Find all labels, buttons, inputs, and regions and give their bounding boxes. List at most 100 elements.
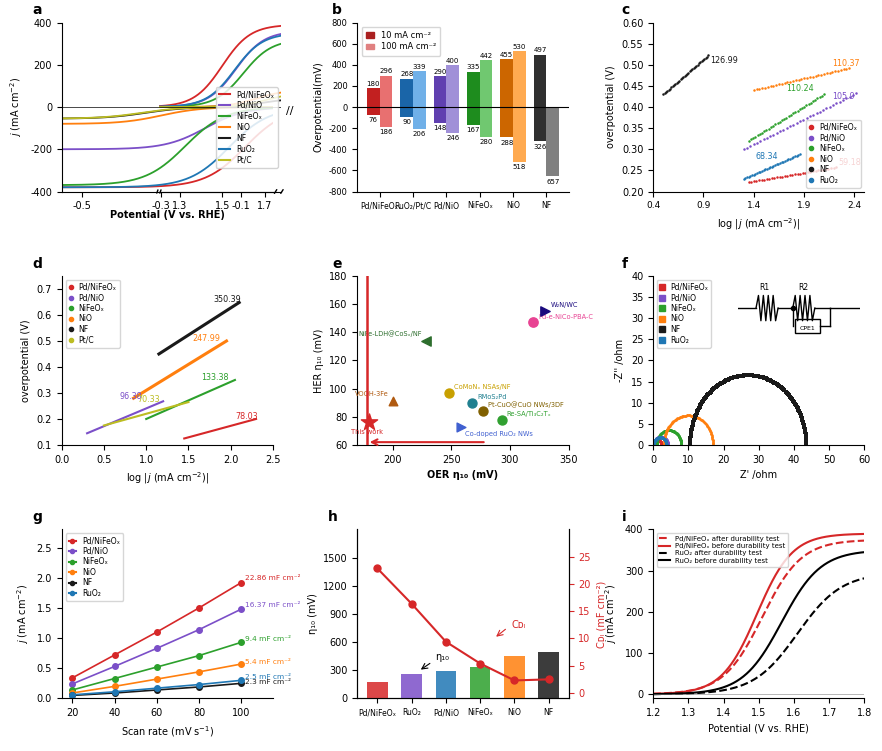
Y-axis label: overpotential (V): overpotential (V) [21,319,31,402]
Text: 90: 90 [402,119,411,125]
Bar [534,55,546,107]
Bar [367,88,380,107]
Text: 335: 335 [467,65,480,71]
Text: g: g [32,510,42,524]
Text: RMoS₂Pd: RMoS₂Pd [477,394,506,400]
Text: 455: 455 [500,52,513,58]
Point [538,305,552,317]
Text: 518: 518 [512,164,526,170]
Text: 70.33: 70.33 [138,395,161,404]
Bar [413,107,426,128]
Text: 247.99: 247.99 [192,334,220,343]
Bar [380,107,392,127]
Text: 497: 497 [534,47,547,53]
Text: c: c [622,3,630,17]
Text: 16.37 mF cm⁻²: 16.37 mF cm⁻² [245,602,301,608]
Text: f: f [622,257,627,270]
Legend: Pd/NiFeOₓ, Pd/NiO, NiFeOₓ, NiO, NF, Pt/C: Pd/NiFeOₓ, Pd/NiO, NiFeOₓ, NiO, NF, Pt/C [65,280,120,348]
Text: W₂N/WC: W₂N/WC [551,303,579,309]
Bar [436,671,456,698]
Text: 167: 167 [467,127,480,133]
Y-axis label: -Z'' /ohm: -Z'' /ohm [616,339,625,382]
Text: 110.37: 110.37 [833,59,860,68]
Point [418,335,432,347]
Text: 78.03: 78.03 [235,412,258,421]
Point [495,414,509,426]
Text: 59.18: 59.18 [838,158,861,167]
Bar [500,107,513,137]
Text: 133.38: 133.38 [201,373,228,382]
Text: 9.4 mF cm⁻²: 9.4 mF cm⁻² [245,636,291,642]
Bar [413,71,426,107]
Text: Cᴅₗ: Cᴅₗ [511,620,526,629]
Text: Potential (V vs. RHE): Potential (V vs. RHE) [110,210,225,220]
Bar [500,59,513,107]
Text: 180: 180 [367,81,380,86]
Bar [434,107,446,122]
Bar [467,71,480,107]
Bar [434,77,446,107]
Y-axis label: $j$ (mA cm$^{-2}$): $j$ (mA cm$^{-2}$) [9,77,25,137]
Text: 442: 442 [480,53,493,59]
Text: 206: 206 [413,131,426,137]
Y-axis label: $j$ (mA cm$^{-2}$): $j$ (mA cm$^{-2}$) [603,584,619,644]
Point [453,421,467,433]
Text: b: b [333,3,342,17]
Point [363,416,377,428]
Bar [505,656,525,698]
Text: CoMoNₓ NSAs/NF: CoMoNₓ NSAs/NF [453,384,510,390]
Text: e: e [333,257,341,270]
Text: 110.24: 110.24 [786,83,813,92]
Text: 105.9: 105.9 [833,92,855,101]
Bar [400,107,413,116]
Bar [367,682,387,698]
Text: Pt-CuO@CuO NWs/3DF: Pt-CuO@CuO NWs/3DF [488,402,564,409]
Text: 350.39: 350.39 [213,295,242,304]
Y-axis label: Overpotential(mV): Overpotential(mV) [313,62,324,152]
Legend: Pd/NiFeOₓ, Pd/NiO, NiFeOₓ, NiO, NF, RuO₂: Pd/NiFeOₓ, Pd/NiO, NiFeOₓ, NiO, NF, RuO₂ [806,120,861,188]
Text: 246: 246 [446,135,460,141]
Text: 288: 288 [500,140,513,146]
Text: 5.4 mF cm⁻²: 5.4 mF cm⁻² [245,659,291,665]
Text: 530: 530 [512,44,526,50]
Text: This work: This work [351,429,383,435]
Text: η₁₀: η₁₀ [436,652,450,662]
X-axis label: Scan rate (mV s$^{-1}$): Scan rate (mV s$^{-1}$) [121,724,214,738]
Bar [513,51,526,107]
X-axis label: log $|j$ (mA cm$^{-2}$)$|$: log $|j$ (mA cm$^{-2}$)$|$ [126,470,209,486]
Text: 96.38: 96.38 [119,392,142,401]
X-axis label: OER η₁₀ (mV): OER η₁₀ (mV) [428,470,498,480]
Point [466,397,480,409]
Y-axis label: Cᴅₗ (mF cm⁻²): Cᴅₗ (mF cm⁻²) [596,581,607,647]
Text: 657: 657 [546,179,559,185]
Bar [470,667,490,698]
Text: 76: 76 [369,117,377,123]
X-axis label: log $|j$ (mA cm$^{-2}$)$|$: log $|j$ (mA cm$^{-2}$)$|$ [717,216,800,231]
Bar [546,107,559,176]
Text: Re-SA/Ti₃C₂Tₓ: Re-SA/Ti₃C₂Tₓ [506,411,551,417]
Text: 22.86 mF cm⁻²: 22.86 mF cm⁻² [245,575,301,581]
Text: d: d [32,257,42,270]
Text: 268: 268 [400,71,414,77]
Bar [380,76,392,107]
Text: Pd-e-NiCo-PBA-C: Pd-e-NiCo-PBA-C [538,314,594,320]
Bar [480,60,492,107]
Y-axis label: overpotential (V): overpotential (V) [606,65,617,149]
Text: 2.3 mF cm⁻²: 2.3 mF cm⁻² [245,679,291,684]
Text: 126.99: 126.99 [711,56,738,65]
Legend: Pd/NiFeOₓ, Pd/NiO, NiFeOₓ, NiO, NF, RuO₂: Pd/NiFeOₓ, Pd/NiO, NiFeOₓ, NiO, NF, RuO₂ [65,533,123,601]
X-axis label: Z' /ohm: Z' /ohm [740,470,777,480]
Point [442,387,456,399]
Y-axis label: HER η₁₀ (mV): HER η₁₀ (mV) [314,328,324,393]
Text: NiFe-LDH@CoSₓ/NF: NiFe-LDH@CoSₓ/NF [358,330,422,336]
Text: Co-doped RuO₂ NWs: Co-doped RuO₂ NWs [466,430,534,436]
Bar [446,107,459,133]
Text: 68.34: 68.34 [756,152,778,161]
Text: VOOH-3Fe: VOOH-3Fe [355,391,389,397]
Point [385,395,400,407]
Bar [401,674,422,698]
Y-axis label: η₁₀ (mV): η₁₀ (mV) [308,593,318,635]
Bar [513,107,526,161]
Text: 186: 186 [379,128,392,134]
Bar [467,107,480,125]
